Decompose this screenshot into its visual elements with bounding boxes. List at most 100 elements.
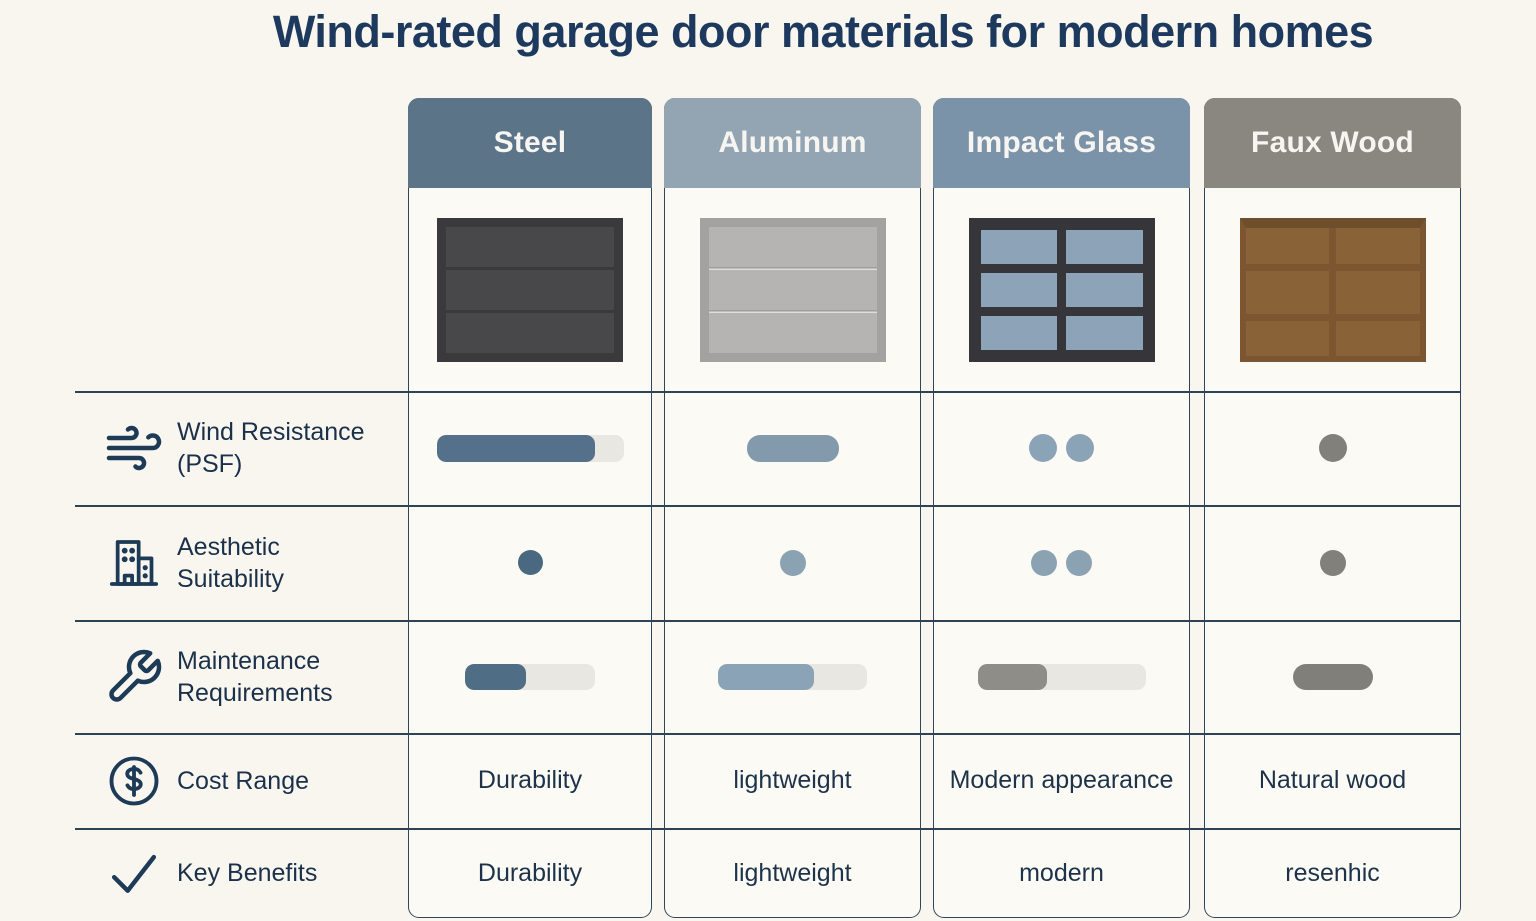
rating-pill	[746, 434, 839, 462]
rating-dots	[1318, 434, 1347, 462]
row-separator-line	[75, 828, 1461, 830]
wood-stile	[1329, 228, 1336, 356]
door-panel	[708, 313, 877, 353]
row-label-wind-resistance: Wind Resistance (PSF)	[75, 391, 408, 505]
cell-aesthetic-suitability-faux-wood	[1204, 505, 1461, 620]
cell-wind-resistance-aluminum	[664, 391, 921, 505]
rating-bar-fill	[436, 434, 595, 462]
row-label-aesthetic-suitability: Aesthetic Suitability	[75, 505, 408, 620]
cell-value-text: modern	[1019, 858, 1104, 887]
cell-aesthetic-suitability-steel	[408, 505, 652, 620]
impact-glass-door-image	[968, 218, 1155, 362]
rating-bar-track	[718, 663, 867, 690]
column-header-aluminum: Aluminum	[664, 98, 921, 188]
rating-dot	[1031, 549, 1057, 576]
cell-wind-resistance-impact-glass	[933, 391, 1190, 505]
cell-cost-range-impact-glass: Modern appearance	[933, 733, 1190, 828]
door-panel-divider	[708, 310, 877, 313]
glass-pane	[1066, 230, 1143, 264]
cell-value-text: Natural wood	[1258, 766, 1407, 794]
row-label-text: Wind Resistance (PSF)	[177, 418, 365, 478]
cell-key-benefits-impact-glass: modern	[933, 828, 1190, 918]
cell-aesthetic-suitability-impact-glass	[933, 505, 1190, 620]
door-panel-divider	[708, 267, 877, 270]
column-header-label: Steel	[493, 126, 567, 159]
cell-cost-range-aluminum: lightweight	[664, 733, 921, 828]
column-header-label: Aluminum	[718, 126, 867, 159]
row-label-text: Aesthetic Suitability	[177, 532, 284, 593]
door-cell-aluminum	[664, 206, 921, 374]
door-panel	[446, 270, 614, 310]
rating-dot	[517, 550, 543, 575]
cell-maintenance-requirements-steel	[408, 620, 652, 733]
column-header-impact-glass: Impact Glass	[933, 98, 1190, 188]
glass-pane	[980, 273, 1057, 307]
cell-aesthetic-suitability-aluminum	[664, 505, 921, 620]
rating-dots	[1029, 434, 1094, 462]
door-cell-steel	[408, 206, 652, 374]
rating-dots	[517, 550, 543, 575]
row-separator-line	[75, 620, 1461, 622]
rating-dots	[1319, 549, 1346, 576]
rating-bar-track	[977, 663, 1146, 690]
row-separator-line	[75, 505, 1461, 507]
aluminum-door-image	[699, 218, 886, 362]
wind-icon	[97, 418, 171, 478]
rating-dot	[779, 549, 806, 576]
rating-bar-track	[436, 434, 624, 462]
wrench-icon	[97, 647, 171, 707]
cell-value-text: resenhic	[1285, 858, 1380, 887]
rating-dot	[1318, 434, 1347, 462]
cell-value-text: Durability	[477, 766, 583, 794]
glass-pane	[980, 316, 1057, 350]
cell-value-text: Durability	[477, 858, 583, 887]
row-separator-line	[75, 733, 1461, 735]
rating-bar-fill	[977, 663, 1047, 690]
door-cell-impact-glass	[933, 206, 1190, 374]
cell-maintenance-requirements-faux-wood	[1204, 620, 1461, 733]
cell-cost-range-faux-wood: Natural wood	[1204, 733, 1461, 828]
dollar-icon	[97, 754, 171, 808]
rating-dot	[1066, 434, 1094, 462]
rating-bar-fill	[718, 663, 814, 690]
cell-wind-resistance-faux-wood	[1204, 391, 1461, 505]
row-label-text: Cost Range	[177, 766, 310, 795]
cell-value-text: lightweight	[733, 858, 852, 887]
cell-maintenance-requirements-impact-glass	[933, 620, 1190, 733]
row-separator-line	[75, 391, 1461, 393]
door-panel	[446, 227, 614, 267]
page-title: Wind-rated garage door materials for mod…	[272, 6, 1374, 57]
door-panel	[446, 313, 614, 353]
cell-cost-range-steel: Durability	[408, 733, 652, 828]
row-label-text: Maintenance Requirements	[177, 646, 333, 707]
row-label-key-benefits: Key Benefits	[75, 828, 408, 918]
check-icon	[97, 845, 171, 901]
glass-pane	[1066, 316, 1143, 350]
cell-maintenance-requirements-aluminum	[664, 620, 921, 733]
column-header-steel: Steel	[408, 98, 652, 188]
rating-dot	[1319, 549, 1346, 576]
rating-pill	[1292, 663, 1373, 690]
cell-value-text: Modern appearance	[949, 766, 1174, 794]
door-panel	[708, 227, 877, 267]
column-header-label: Impact Glass	[966, 126, 1157, 159]
rating-dots	[779, 549, 806, 576]
glass-pane	[980, 230, 1057, 264]
cell-key-benefits-faux-wood: resenhic	[1204, 828, 1461, 918]
cell-value-text: lightweight	[733, 766, 852, 794]
rating-bar-track	[465, 663, 595, 690]
column-header-label: Faux Wood	[1251, 126, 1414, 159]
rating-bar-fill	[465, 663, 526, 690]
rating-dot	[1029, 434, 1057, 462]
column-header-faux-wood: Faux Wood	[1204, 98, 1461, 188]
door-cell-faux-wood	[1204, 206, 1461, 374]
cell-key-benefits-steel: Durability	[408, 828, 652, 918]
rating-dot	[1066, 549, 1092, 576]
steel-door-image	[437, 218, 623, 362]
faux-wood-door-image	[1239, 218, 1426, 362]
row-label-text: Key Benefits	[177, 859, 318, 887]
door-panel	[708, 270, 877, 310]
building-icon	[97, 532, 171, 594]
glass-pane	[1066, 273, 1143, 307]
